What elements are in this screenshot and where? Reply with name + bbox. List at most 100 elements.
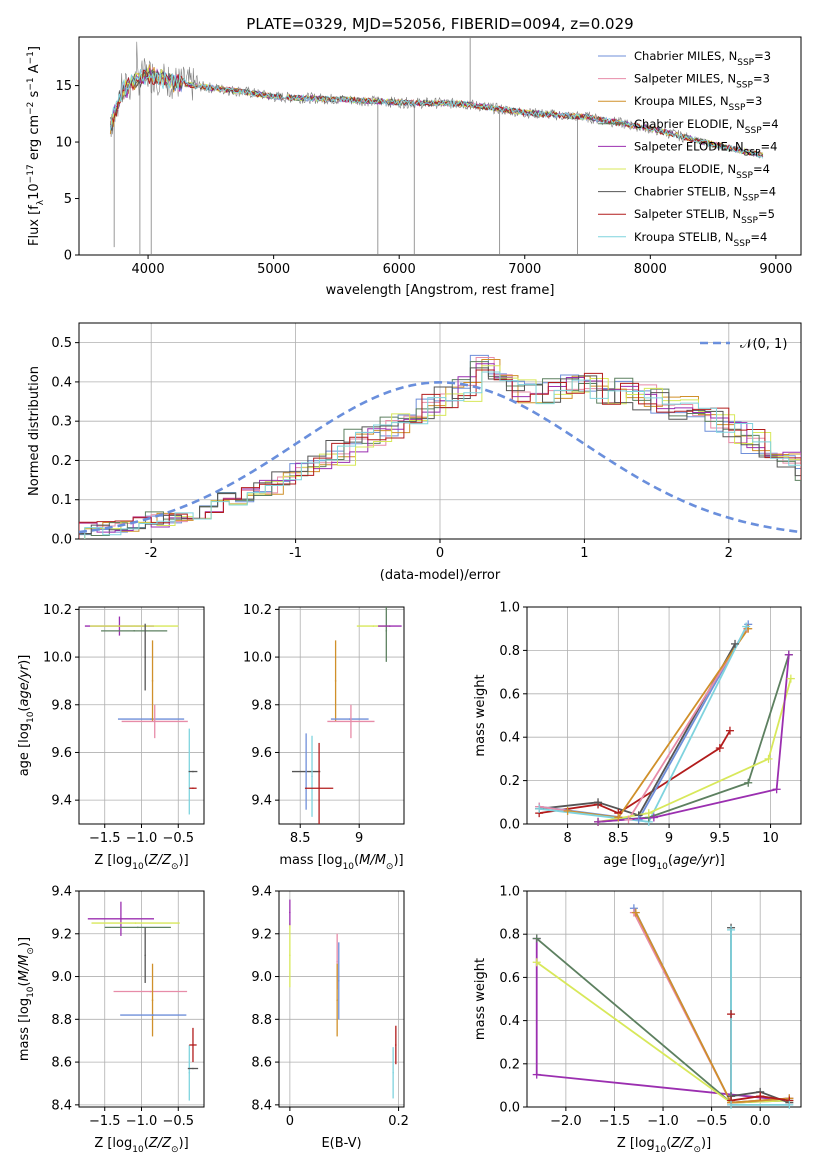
age_vs_mass-point [348, 718, 351, 720]
mass_vs_ebv-xtick-label: 0.2 [388, 1114, 409, 1129]
age_vs_Z-ytick-label: 10.0 [43, 651, 72, 666]
mass_vs_ebv-point [336, 960, 338, 963]
spectrum-xtick-label: 6000 [383, 262, 416, 277]
age_vs_Z-point [153, 720, 156, 723]
mass_vs_Z-point [188, 1071, 191, 1074]
age_vs_Z-point [151, 680, 154, 682]
residuals-xlabel: (data-model)/error [380, 568, 501, 583]
weight_vs_Z-ytick-label: 0.6 [499, 971, 520, 986]
residuals-legend-label: 𝒩(0, 1) [740, 337, 787, 352]
mass_vs_ebv-ytick-label: 8.8 [251, 1013, 272, 1028]
mass_vs_ebv-plot-area [289, 899, 397, 1099]
weight_vs_age-ytick-label: 0.6 [499, 687, 520, 702]
residuals-xtick-label: 2 [725, 546, 733, 561]
mass_vs_Z-point [151, 999, 154, 1001]
weight_vs_Z-xtick-label: −2.0 [550, 1114, 582, 1129]
spectrum-xtick-label: 5000 [257, 262, 290, 277]
residuals-ytick-label: 0.1 [51, 493, 72, 508]
spectrum-legend-label: Salpeter MILES, NSSP=3 [634, 72, 770, 91]
weight_vs_Z-xlabel: Z [log10(Z/Z⊙)] [617, 1136, 711, 1155]
spectrum-legend-label: Kroupa STELIB, NSSP=4 [634, 230, 767, 249]
age_vs_mass-xtick-label: 8.5 [290, 831, 311, 846]
age_vs_mass-plot-area [291, 607, 402, 824]
residuals-ytick-label: 0.5 [51, 336, 72, 351]
age_vs_Z-xtick-label: −1.0 [126, 831, 158, 846]
mass_vs_Z-ytick-label: 8.6 [51, 1056, 72, 1071]
residuals-plot-area [79, 354, 801, 539]
age_vs_Z-point [192, 787, 194, 790]
mass_vs_Z-xtick-label: −1.0 [126, 1114, 158, 1129]
age_vs_mass-point [372, 625, 375, 627]
spectrum-ytick-label: 10 [55, 136, 72, 151]
mass_vs_Z-xlabel: Z [log10(Z/Z⊙)] [94, 1136, 188, 1155]
mass_vs_Z-point [120, 918, 122, 920]
spectrum-legend-label: Chabrier ELODIE, NSSP=4 [634, 117, 779, 136]
age_vs_mass-point [350, 720, 352, 723]
mass_vs_ebv-point [289, 954, 291, 956]
age_vs_mass-point [385, 630, 388, 632]
weight_vs_Z-frame [526, 890, 802, 1108]
mass_vs_Z-point [149, 990, 152, 993]
mass_vs_Z-xtick-label: −0.5 [162, 1114, 194, 1129]
weight_vs_age-xtick-label: 9.5 [709, 831, 730, 846]
age_vs_mass-ytick-label: 10.0 [243, 651, 272, 666]
residuals-xtick-label: 1 [580, 546, 588, 561]
weight_vs_age-ylabel: mass weight [473, 674, 488, 756]
residuals-ytick-label: 0.2 [51, 454, 72, 469]
spectrum-legend-label: Kroupa MILES, NSSP=3 [634, 94, 762, 113]
age_vs_Z-point [133, 630, 135, 632]
mass_vs_Z-point [152, 1014, 155, 1016]
residuals-xtick-label: -1 [289, 546, 302, 561]
mass_vs_Z-plot-area [87, 901, 199, 1101]
spectrum-legend-label: Chabrier STELIB, NSSP=4 [634, 185, 776, 204]
weight_vs_age-xtick-label: 10 [762, 831, 779, 846]
age_vs_Z-xlabel: Z [log10(Z/Z⊙)] [94, 853, 188, 872]
mass_vs_Z-ytick-label: 9.2 [51, 927, 72, 942]
mass_vs_Z-ytick-label: 8.8 [51, 1013, 72, 1028]
spectrum-xtick-label: 7000 [508, 262, 541, 277]
spectrum-xlabel: wavelength [Angstrom, rest frame] [326, 283, 555, 298]
residuals-histogram-salpeter_stelib [79, 369, 801, 539]
spectrum-legend-label: Salpeter ELODIE, NSSP=4 [634, 139, 777, 158]
weight_vs_Z-xtick-label: −1.0 [647, 1114, 679, 1129]
residuals-ytick-label: 0.4 [51, 375, 72, 390]
age_vs_Z-ytick-label: 9.8 [51, 698, 72, 713]
weight_vs_Z-ytick-label: 1.0 [499, 885, 520, 900]
age_vs_Z-xtick-label: −0.5 [162, 831, 194, 846]
age_vs_Z-xtick-label: −1.5 [89, 831, 121, 846]
spectrum-xtick-label: 9000 [759, 262, 792, 277]
spectrum-legend-label: Chabrier MILES, NSSP=3 [634, 49, 771, 68]
age_vs_mass-point [334, 680, 337, 682]
weight_vs_age-xtick-label: 8.5 [608, 831, 629, 846]
age_vs_mass-point [318, 787, 320, 790]
weight_vs_age-series-line [597, 678, 792, 823]
figure-title: PLATE=0329, MJD=52056, FIBERID=0094, z=0… [246, 15, 633, 33]
age_vs_mass-ytick-label: 10.2 [243, 603, 272, 618]
weight_vs_age-frame [526, 606, 802, 825]
weight_vs_age-xtick-label: 9 [665, 831, 673, 846]
spectrum-xtick-label: 4000 [132, 262, 165, 277]
weight_vs_Z-ytick-label: 0.4 [499, 1014, 520, 1029]
age_vs_mass-point [311, 775, 313, 778]
weight_vs_Z-ytick-label: 0.0 [499, 1101, 520, 1116]
residuals-xtick-label: -2 [145, 546, 158, 561]
residuals-histogram-kroupa_stelib [84, 371, 801, 539]
age_vs_Z-point [192, 770, 194, 773]
weight_vs_age-xtick-label: 8 [563, 831, 571, 846]
mass_vs_ebv-point [336, 999, 338, 1001]
mass_vs_ebv-xtick-label: 0 [286, 1114, 294, 1129]
mass_vs_ebv-frame [278, 890, 405, 1108]
weight_vs_Z-xtick-label: 0.0 [750, 1114, 771, 1129]
weight_vs_Z-xtick-label: −0.5 [696, 1114, 728, 1129]
spectrum-legend-label: Salpeter STELIB, NSSP=5 [634, 207, 775, 226]
mass_vs_Z-ytick-label: 8.4 [51, 1098, 72, 1113]
weight_vs_age-ytick-label: 0.2 [499, 774, 520, 789]
residuals-gaussian-curve [79, 381, 801, 534]
residuals-ytick-label: 0.0 [51, 533, 72, 548]
mass_vs_ebv-point [337, 980, 340, 982]
age_vs_Z-ytick-label: 9.4 [51, 794, 72, 809]
age_vs_mass-xtick-label: 9 [355, 831, 363, 846]
age_vs_Z-plot-area [84, 616, 198, 815]
